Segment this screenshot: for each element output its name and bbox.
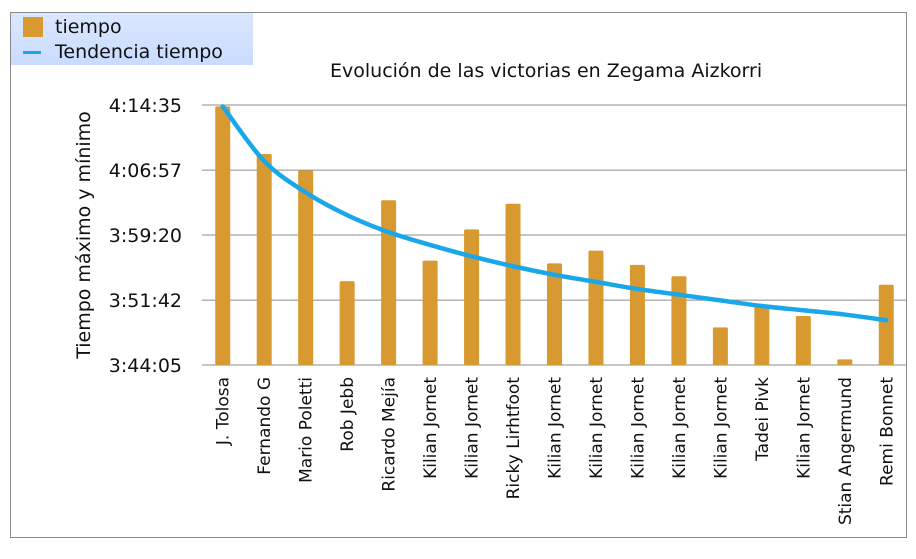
legend-item-tendencia: Tendencia tiempo <box>11 40 223 64</box>
x-tick-label: Remi Bonnet <box>877 377 897 486</box>
x-tick-label: Kilian Jornet <box>711 377 731 479</box>
x-tick-label: Ricardo Mejía <box>380 377 400 492</box>
bar <box>712 327 728 365</box>
x-tick-label: Kilian Jornet <box>587 377 607 479</box>
bar <box>298 170 314 365</box>
bar <box>629 264 645 365</box>
bar <box>795 315 811 365</box>
legend-swatch-bar <box>23 17 43 37</box>
bar <box>754 306 770 365</box>
bar <box>256 154 272 365</box>
bar <box>215 106 231 365</box>
bar <box>547 263 562 365</box>
bar <box>878 284 894 365</box>
y-tick-label: 3:51:42 <box>109 290 182 312</box>
x-tick-label: Tadei Pivk <box>753 377 773 462</box>
chart-frame <box>10 12 907 538</box>
legend-label-tendencia: Tendencia tiempo <box>55 41 223 63</box>
y-tick-label: 3:44:05 <box>109 355 182 377</box>
x-tick-label: Ricky Lirhtfoot <box>504 377 524 500</box>
y-tick-label: 4:14:35 <box>109 95 182 117</box>
bar <box>381 200 397 365</box>
x-tick-label: Mario Poletti <box>297 377 317 483</box>
bar <box>422 260 438 365</box>
x-tick-label: J. Tolosa <box>214 377 234 446</box>
bar <box>339 281 355 365</box>
chart-title: Evolución de las victorias en Zegama Aiz… <box>330 60 763 82</box>
legend-swatch-line <box>23 50 41 54</box>
bar <box>837 359 853 365</box>
y-tick-label: 4:06:57 <box>109 160 182 182</box>
legend: tiempo Tendencia tiempo <box>11 13 253 65</box>
x-tick-label: Kilian Jornet <box>421 377 441 479</box>
legend-item-tiempo: tiempo <box>11 15 122 39</box>
x-tick-label: Stian Angermund <box>836 377 856 525</box>
trendline <box>220 104 889 323</box>
bar <box>505 203 521 365</box>
bar <box>671 276 687 365</box>
x-tick-label: Kilian Jornet <box>794 377 814 479</box>
x-tick-label: Kilian Jornet <box>670 377 690 479</box>
y-tick-label: 3:59:20 <box>109 225 182 247</box>
x-tick-label: Rob Jebb <box>338 377 358 452</box>
x-tick-label: Kilian Jornet <box>463 377 483 479</box>
x-tick-label: Kilian Jornet <box>546 377 566 479</box>
x-tick-label: Fernando G <box>255 377 275 475</box>
legend-label-tiempo: tiempo <box>55 16 122 38</box>
bar <box>464 229 480 365</box>
bar <box>588 250 604 365</box>
x-tick-label: Kilian Jornet <box>628 377 648 479</box>
